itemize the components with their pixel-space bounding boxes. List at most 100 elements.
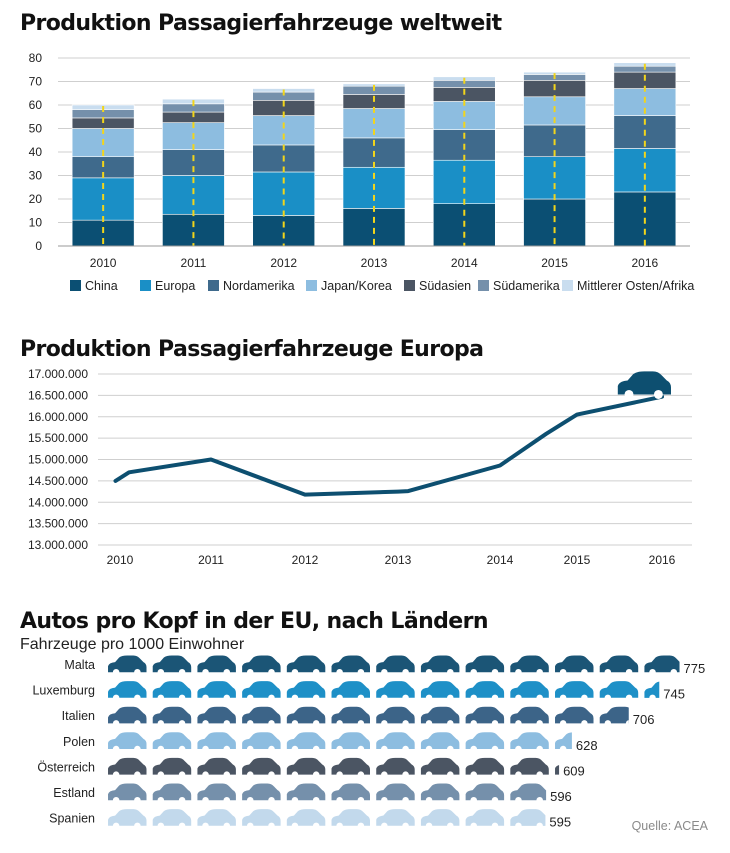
car-body-icon [555,655,594,673]
wheel-icon [604,668,612,676]
x-tick-label: 2011 [181,256,207,270]
wheel-icon [223,796,231,804]
car-pictogram-icon [152,706,192,727]
wheel-icon [447,771,454,778]
x-tick-label: 2013 [361,256,388,270]
car-pictogram-icon [152,757,192,778]
wheel-icon [246,745,254,753]
wheel-icon [670,668,678,676]
car-pictogram-icon [242,732,281,753]
car-body-icon [286,681,326,698]
wheel-icon [536,694,543,702]
wheel-icon [470,822,477,830]
car-pictogram-icon [376,681,415,702]
world-production-chart: 0 10 20 30 40 50 60 70 80 2010 2011 2012 2013 2014 201… [29,51,695,293]
country-label: Estland [53,786,95,800]
wheel-icon [381,720,388,727]
legend-swatch [306,280,317,291]
wheel-icon [402,796,409,804]
wheel-icon [402,745,409,753]
wheel-icon [357,694,365,702]
car-body-icon [376,655,415,673]
wheel-icon [178,720,186,727]
car-pictogram-icon [152,681,192,702]
wheel-icon [581,694,588,702]
europe-production-chart: 13.000.000 13.500.000 14.000.000 14.500.000… [28,367,692,567]
car-body-icon [242,783,281,801]
car-body-icon [617,371,671,395]
car-pictogram-icon [331,809,370,830]
wheel-icon [268,796,275,804]
y-tick-label: 60 [29,98,43,112]
car-body-icon [420,706,460,724]
car-pictogram-icon [644,655,680,676]
car-body-icon [555,681,594,698]
car-pictogram-icon [152,809,192,830]
car-pictogram-icon [420,757,460,778]
wheel-icon [268,694,275,702]
legend-label: Nordamerika [223,279,295,293]
car-pictogram-icon [331,681,370,702]
car-pictogram-icon [152,783,192,804]
car-body-icon [376,681,415,698]
car-body-icon [465,757,505,775]
car-pictogram-icon [420,783,460,804]
car-pictogram-icon [644,681,660,702]
wheel-icon [246,796,254,804]
car-body-icon [465,809,505,826]
wheel-icon [202,694,209,702]
legend-swatch [478,280,489,291]
car-body-icon [465,655,505,673]
wheel-icon [178,771,186,778]
wheel-icon [491,745,499,753]
car-pictogram-icon [331,706,370,727]
x-tick-label: 2016 [649,553,676,567]
wheel-icon [157,822,165,830]
wheel-icon [581,720,588,727]
wheel-icon [536,720,543,727]
car-pictogram-icon [242,757,281,778]
chart-subtitle-eu: Fahrzeuge pro 1000 Einwohner [20,636,245,653]
wheel-icon [246,720,254,727]
car-pictogram-icon [376,783,415,804]
car-pictogram-icon [331,757,370,778]
wheel-icon [470,745,477,753]
wheel-icon [112,796,120,804]
car-pictogram-icon [465,655,505,676]
car-pictogram-icon [465,732,505,753]
series-line-europe [113,394,664,497]
wheel-icon [268,771,275,778]
wheel-icon [447,745,454,753]
legend-label: China [85,279,118,293]
wheel-icon [604,720,612,727]
car-pictogram-icon [242,783,281,804]
car-body-icon [510,706,549,724]
car-pictogram-icon [420,655,460,676]
car-pictogram-icon [331,655,370,676]
car-pictogram-icon [599,681,639,702]
wheel-icon [559,745,567,753]
car-pictogram-icon [465,783,505,804]
wheel-icon [134,694,141,702]
car-body-icon [510,809,546,826]
car-body-icon [376,783,415,801]
x-tick-label: 2010 [90,256,117,270]
wheel-icon [447,796,454,804]
chart-title-eu: Autos pro Kopf in der EU, nach Ländern [20,609,489,634]
y-tick-label: 20 [29,192,43,206]
car-body-icon [152,681,192,698]
wheel-icon [312,822,320,830]
wheel-icon [291,720,299,727]
wheel-icon [515,668,522,676]
car-pictogram-icon [197,732,236,753]
x-tick-label: 2012 [270,256,297,270]
bar-segment [252,115,316,146]
wheel-icon [312,771,320,778]
wheel-icon [223,745,231,753]
wheel-icon [470,796,477,804]
car-body-icon [197,757,236,775]
y-tick-label: 40 [29,145,43,159]
wheel-icon [157,745,165,753]
car-body-icon [331,732,370,750]
wheel-icon [381,694,388,702]
